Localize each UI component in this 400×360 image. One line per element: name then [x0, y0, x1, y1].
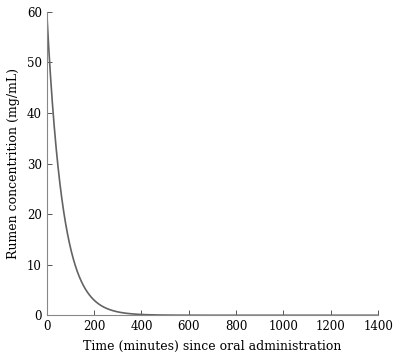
Y-axis label: Rumen concentrition (mg/mL): Rumen concentrition (mg/mL) — [7, 68, 20, 259]
X-axis label: Time (minutes) since oral administration: Time (minutes) since oral administration — [83, 340, 342, 353]
